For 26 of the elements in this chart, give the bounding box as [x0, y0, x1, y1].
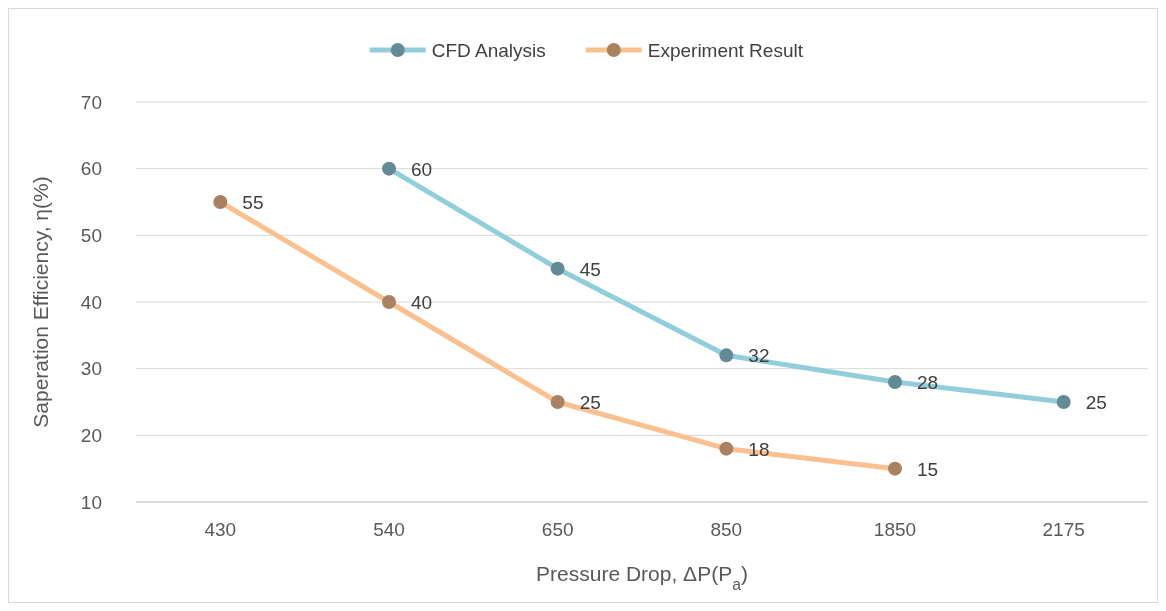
x-tick-label: 650	[541, 519, 574, 540]
data-label: 25	[1085, 392, 1107, 413]
x-axis-title: Pressure Drop, ΔP(P$_{a}$)	[536, 562, 748, 593]
data-label: 15	[917, 458, 939, 480]
y-tick-label: 30	[80, 358, 102, 380]
y-tick-label: 20	[80, 424, 102, 446]
legend-label: Experiment Result	[647, 39, 804, 61]
legend-label: CFD Analysis	[431, 39, 546, 61]
x-tick-label: 540	[373, 519, 405, 540]
data-label: 18	[748, 438, 770, 460]
y-tick-label: 50	[80, 224, 102, 246]
data-label: 60	[411, 158, 433, 180]
x-tick-label: 1850	[873, 519, 917, 540]
data-label: 55	[242, 192, 264, 213]
y-axis-title: Saperation Efficiency, η(%)	[29, 176, 52, 428]
y-tick-label: 70	[80, 91, 102, 113]
y-tick-label: 10	[80, 491, 102, 513]
x-tick-label: 430	[204, 519, 237, 540]
y-tick-label: 40	[80, 291, 102, 313]
data-label: 40	[411, 292, 433, 313]
data-label: 28	[917, 372, 939, 393]
x-tick-label: 2175	[1042, 519, 1085, 540]
x-tick-label: 850	[710, 519, 743, 540]
y-tick-label: 60	[80, 158, 102, 180]
data-label: 25	[579, 392, 601, 413]
data-label: 45	[579, 258, 601, 280]
